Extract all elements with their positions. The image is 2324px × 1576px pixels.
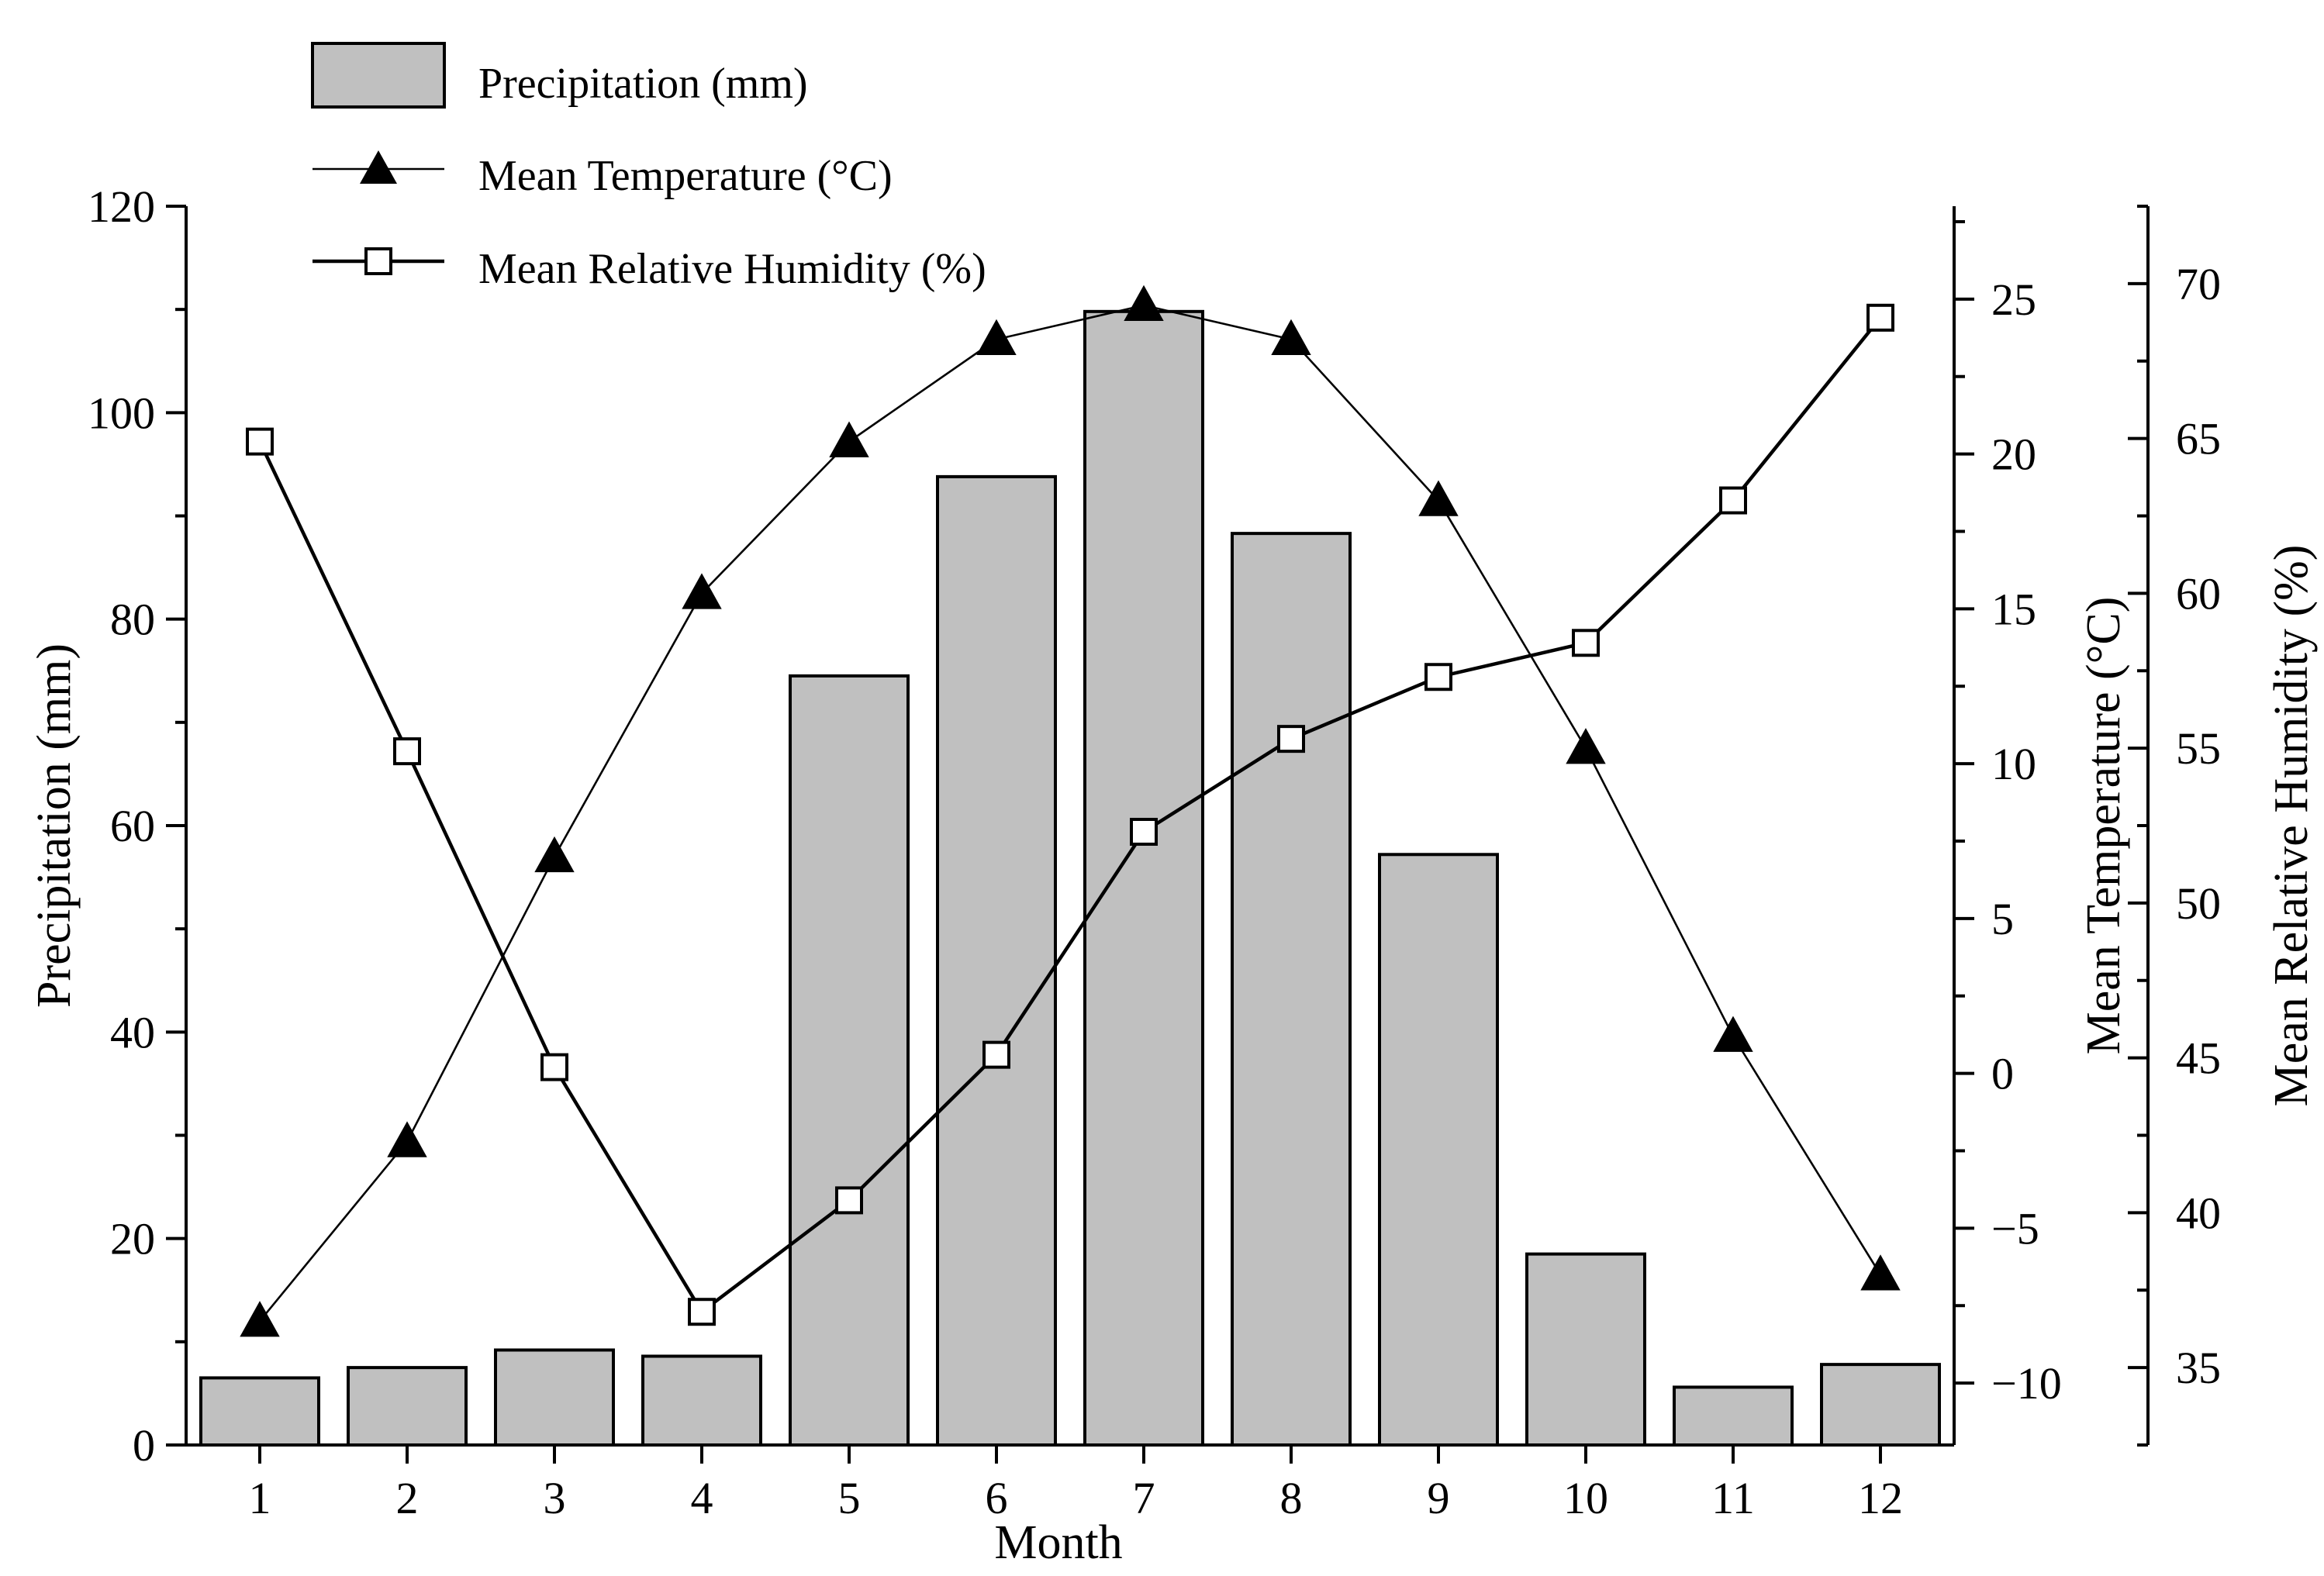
temperature-tick-label: 10 bbox=[1991, 739, 2036, 789]
humidity-tick-label: 60 bbox=[2176, 568, 2221, 619]
left-axis-title: Precipitation (mm) bbox=[28, 643, 81, 1008]
precipitation-bar-12 bbox=[1820, 1363, 1941, 1447]
left-tick-label: 40 bbox=[110, 1007, 155, 1057]
x-axis-title: Month bbox=[994, 1516, 1122, 1569]
humidity-tick-label: 40 bbox=[2176, 1188, 2221, 1238]
axes: 020406080100120−10−505101520253540455055… bbox=[28, 181, 2318, 1569]
x-tick-label: 6 bbox=[986, 1473, 1008, 1523]
x-tick-label: 11 bbox=[1711, 1473, 1755, 1523]
humidity-tick-label: 35 bbox=[2176, 1343, 2221, 1393]
x-tick-label: 2 bbox=[396, 1473, 419, 1523]
temperature-axis-title: Mean Temperature (°C) bbox=[2077, 597, 2130, 1055]
x-tick-label: 10 bbox=[1563, 1473, 1608, 1523]
temperature-point-2 bbox=[387, 1121, 427, 1157]
temperature-tick-label: −5 bbox=[1991, 1203, 2039, 1254]
x-tick-label: 3 bbox=[544, 1473, 566, 1523]
precipitation-bar-1 bbox=[199, 1376, 320, 1447]
temperature-point-11 bbox=[1713, 1016, 1753, 1052]
humidity-point-1 bbox=[246, 427, 274, 456]
x-tick-label: 1 bbox=[249, 1473, 271, 1523]
humidity-point-5 bbox=[835, 1186, 863, 1215]
temperature-point-12 bbox=[1860, 1254, 1901, 1291]
x-tick-label: 9 bbox=[1428, 1473, 1450, 1523]
x-tick-label: 5 bbox=[838, 1473, 861, 1523]
left-tick-label: 100 bbox=[88, 388, 155, 438]
left-tick-label: 80 bbox=[110, 595, 155, 645]
temperature-point-3 bbox=[534, 836, 575, 873]
humidity-point-12 bbox=[1866, 303, 1894, 332]
humidity-tick-label: 55 bbox=[2176, 723, 2221, 774]
temperature-series bbox=[240, 285, 1901, 1337]
temperature-point-9 bbox=[1418, 480, 1459, 516]
humidity-point-10 bbox=[1572, 629, 1600, 657]
legend-humidity-marker bbox=[364, 247, 392, 275]
precipitation-bar-10 bbox=[1525, 1252, 1646, 1447]
x-tick-label: 7 bbox=[1133, 1473, 1155, 1523]
temperature-point-6 bbox=[976, 319, 1017, 355]
legend-humidity-label: Mean Relative Humidity (%) bbox=[478, 245, 986, 293]
humidity-point-7 bbox=[1130, 817, 1158, 846]
temperature-tick-label: 0 bbox=[1991, 1049, 2014, 1099]
precipitation-bar-2 bbox=[347, 1366, 468, 1447]
legend-temperature-label: Mean Temperature (°C) bbox=[478, 152, 893, 200]
precipitation-bar-9 bbox=[1378, 853, 1499, 1447]
temperature-point-7 bbox=[1124, 285, 1164, 322]
precipitation-bar-4 bbox=[641, 1354, 762, 1447]
precipitation-bar-11 bbox=[1673, 1385, 1794, 1447]
temperature-tick-label: 25 bbox=[1991, 274, 2036, 325]
x-tick-label: 12 bbox=[1858, 1473, 1903, 1523]
temperature-point-10 bbox=[1566, 728, 1606, 764]
temperature-tick-label: 5 bbox=[1991, 894, 2014, 944]
x-tick-label: 8 bbox=[1280, 1473, 1303, 1523]
left-tick-label: 120 bbox=[88, 181, 155, 232]
precipitation-bar-5 bbox=[789, 674, 910, 1447]
precipitation-bar-8 bbox=[1231, 532, 1352, 1447]
temperature-tick-label: −10 bbox=[1991, 1358, 2062, 1409]
humidity-point-6 bbox=[982, 1040, 1010, 1069]
left-tick-label: 20 bbox=[110, 1214, 155, 1264]
temperature-point-5 bbox=[829, 421, 869, 457]
precipitation-bar-6 bbox=[936, 474, 1057, 1447]
humidity-point-4 bbox=[688, 1298, 716, 1326]
legend-temperature-marker bbox=[360, 150, 397, 184]
temperature-tick-label: 15 bbox=[1991, 584, 2036, 634]
temperature-point-1 bbox=[240, 1301, 280, 1337]
humidity-tick-label: 50 bbox=[2176, 878, 2221, 929]
x-tick-label: 4 bbox=[691, 1473, 713, 1523]
precipitation-bar-3 bbox=[494, 1348, 615, 1447]
humidity-point-9 bbox=[1424, 663, 1452, 691]
legend-precipitation-swatch bbox=[311, 42, 446, 109]
humidity-point-2 bbox=[393, 737, 421, 766]
temperature-line bbox=[258, 304, 1882, 1323]
temperature-point-8 bbox=[1271, 319, 1311, 355]
humidity-line bbox=[257, 316, 1882, 1315]
left-tick-label: 60 bbox=[110, 801, 155, 851]
temperature-point-4 bbox=[682, 573, 722, 609]
precipitation-bars bbox=[199, 309, 1941, 1447]
humidity-tick-label: 70 bbox=[2176, 259, 2221, 309]
humidity-tick-label: 45 bbox=[2176, 1033, 2221, 1084]
humidity-point-3 bbox=[540, 1053, 568, 1081]
humidity-point-11 bbox=[1719, 486, 1747, 515]
humidity-tick-label: 65 bbox=[2176, 414, 2221, 464]
legend-precipitation-label: Precipitation (mm) bbox=[478, 60, 808, 108]
precipitation-bar-7 bbox=[1083, 309, 1204, 1447]
humidity-point-8 bbox=[1277, 725, 1305, 754]
left-tick-label: 0 bbox=[133, 1420, 155, 1471]
legend: Precipitation (mm) Mean Temperature (°C) M… bbox=[311, 42, 986, 293]
humidity-series bbox=[246, 303, 1894, 1326]
humidity-axis-title: Mean Relative Humidity (%) bbox=[2265, 545, 2318, 1107]
temperature-tick-label: 20 bbox=[1991, 429, 2036, 480]
